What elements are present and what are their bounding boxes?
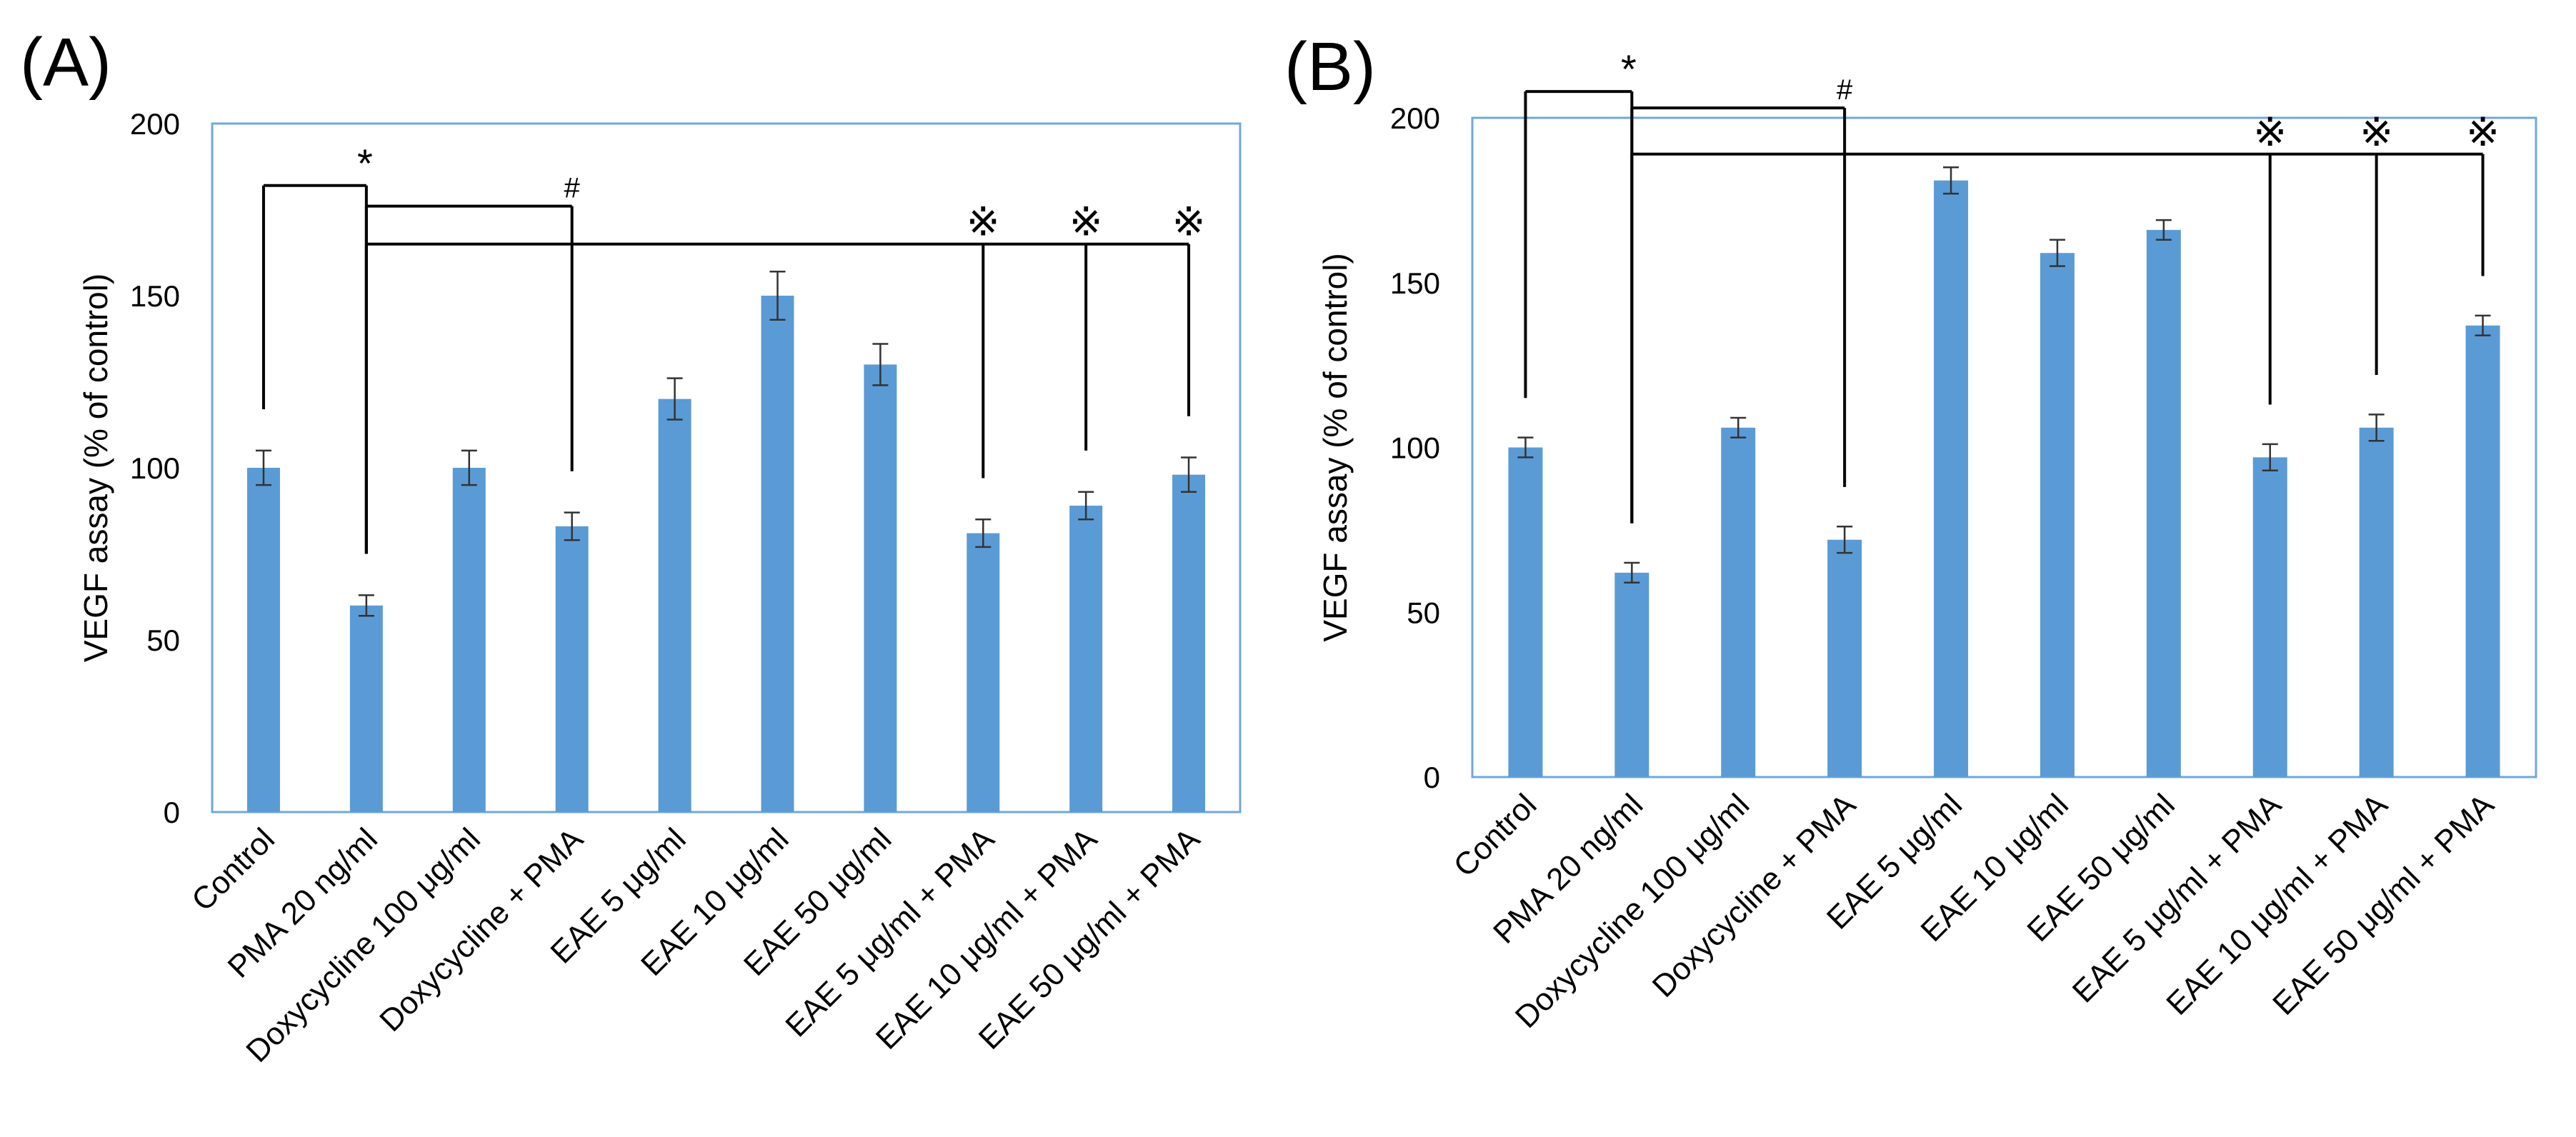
bar	[1172, 474, 1206, 812]
panel-label: (A)	[20, 24, 111, 101]
y-tick-label: 150	[130, 279, 180, 313]
bar	[2040, 253, 2075, 778]
y-tick-label: 150	[1390, 266, 1440, 300]
significance-symbol: ※	[2466, 109, 2500, 154]
significance-symbol: #	[1837, 74, 1853, 106]
y-tick-label: 200	[1390, 101, 1440, 135]
bar	[1721, 427, 1756, 777]
bar	[1934, 180, 1969, 777]
bar	[761, 296, 794, 812]
bar	[452, 468, 486, 812]
bar	[658, 399, 692, 812]
bar	[1508, 447, 1543, 777]
plot-frame	[211, 122, 1242, 813]
bar	[864, 364, 897, 812]
bar	[555, 526, 589, 812]
bar	[1069, 506, 1103, 812]
significance-symbol: ※	[1172, 199, 1206, 244]
bar	[967, 533, 1000, 812]
bar	[1827, 539, 1862, 777]
significance-symbol: ※	[967, 199, 1000, 244]
panel-label: (B)	[1284, 29, 1376, 105]
y-tick-label: 0	[164, 796, 180, 829]
significance-symbol: *	[1621, 46, 1637, 91]
significance-symbol: ※	[2253, 109, 2287, 154]
y-tick-label: 100	[130, 451, 180, 485]
chart-b: (B) 0 50 100 150 200 VEGF assay (% of control)…	[1284, 29, 2537, 1035]
y-tick-label: 100	[1390, 431, 1440, 465]
y-tick-label: 50	[1407, 596, 1440, 629]
y-tick-label: 0	[1424, 761, 1440, 794]
plot-frame	[1471, 116, 2537, 778]
x-tick-label: EAE 5 μg/ml + PMA	[2066, 787, 2289, 1010]
bar	[2359, 427, 2394, 777]
significance-symbol: ※	[2360, 109, 2393, 154]
x-tick-label: Doxycycline + PMA	[1646, 787, 1863, 1004]
significance-symbol: *	[357, 141, 373, 186]
bar	[2252, 457, 2287, 777]
bar	[349, 605, 383, 812]
y-axis-label: VEGF assay (% of control)	[77, 274, 114, 663]
bar	[2465, 325, 2500, 777]
x-tick-label: Control	[185, 821, 281, 918]
y-tick-label: 50	[146, 623, 180, 657]
bar	[1614, 572, 1649, 777]
y-axis-label: VEGF assay (% of control)	[1317, 253, 1354, 642]
bar	[246, 468, 280, 812]
x-tick-label: Control	[1447, 787, 1544, 883]
significance-symbol: #	[564, 173, 581, 204]
chart-a: (A) 0 50 100 150 200 VEGF assay (% of control)…	[20, 24, 1242, 1069]
bar	[2146, 229, 2181, 777]
y-tick-label: 200	[130, 107, 180, 141]
x-tick-label: Doxycycline + PMA	[373, 821, 590, 1038]
significance-symbol: ※	[1069, 199, 1103, 244]
